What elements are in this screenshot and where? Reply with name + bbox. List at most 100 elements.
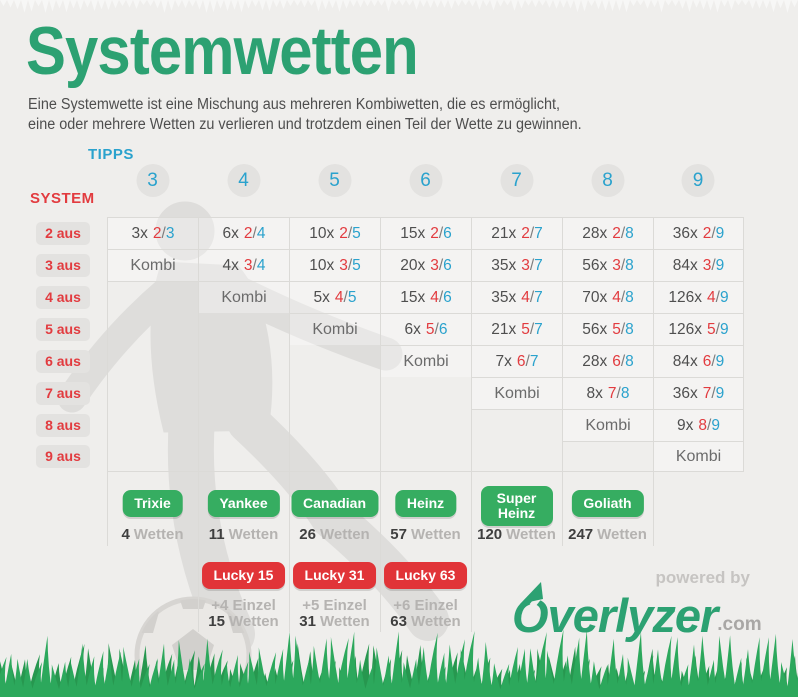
bet-of-number: 8 (625, 288, 634, 306)
system-axis-label: SYSTEM (30, 190, 95, 207)
bet-of-number: 9 (719, 288, 729, 306)
bet-of-number: 4 (256, 256, 266, 274)
bet-count-label: 10x (309, 224, 335, 242)
bet-cell: 4x 3/4 (199, 250, 289, 281)
bet-pick-number: 7 (607, 384, 617, 402)
kombi-cell: Kombi (563, 410, 653, 441)
bet-of-number: 8 (625, 352, 634, 370)
tipps-column-5: 5 (318, 164, 351, 197)
tipps-axis-label: TIPPS (88, 146, 134, 163)
page-title: Systemwetten (26, 13, 419, 89)
bet-separator: / (525, 352, 530, 370)
grid-line-horizontal (471, 377, 744, 378)
bet-pick-number: 7 (702, 384, 712, 402)
bet-of-number: 8 (625, 224, 634, 242)
bet-pick-number: 5 (707, 320, 716, 338)
grid-line-vertical (198, 217, 199, 632)
grid-line-horizontal (471, 409, 744, 410)
bet-cell: 56x 5/8 (563, 314, 653, 345)
bet-pick-number: 2 (152, 224, 162, 242)
grid-line-horizontal (107, 217, 744, 218)
bet-cell: 10x 3/5 (290, 250, 380, 281)
bet-cell: 56x 3/8 (563, 250, 653, 281)
bet-separator: / (347, 256, 353, 274)
kombi-label: Kombi (675, 447, 722, 465)
bet-pick-number: 3 (243, 256, 253, 274)
bet-separator: / (529, 288, 535, 306)
bet-of-number: 7 (534, 256, 543, 274)
bet-count-label: 6x (222, 224, 239, 242)
bet-cell: 126x 5/9 (654, 314, 743, 345)
wetten-number: 63 (390, 613, 407, 630)
bet-cell: 15x 2/6 (381, 218, 471, 249)
bet-separator: / (343, 288, 348, 306)
tipps-column-8: 8 (591, 164, 624, 197)
bet-cell: 3x 2/3 (108, 218, 198, 249)
bet-count-label: 56x (582, 256, 608, 274)
subtitle-line-2: eine oder mehrere Wetten zu verlieren un… (28, 116, 582, 133)
system-button-canadian: Canadian (290, 490, 379, 517)
kombi-label: Kombi (312, 320, 358, 338)
system-row-7-aus: 7 aus (36, 381, 90, 405)
tipps-column-3: 3 (136, 164, 169, 197)
bet-count-label: 126x (668, 320, 703, 338)
bet-count-label: 36x (672, 384, 698, 402)
wetten-number: 31 (299, 613, 316, 630)
bet-pick-number: 4 (334, 288, 344, 306)
bet-pick-number: 4 (521, 288, 530, 306)
system-row-6-aus: 6 aus (36, 349, 90, 373)
bet-of-number: 5 (352, 256, 361, 274)
grid-line-vertical (471, 217, 472, 632)
bet-cell: 35x 3/7 (472, 250, 562, 281)
wetten-number: 120 (477, 526, 503, 543)
bet-pick-number: 3 (339, 256, 348, 274)
bet-separator: / (715, 320, 720, 338)
system-row-4-aus: 4 aus (36, 285, 90, 309)
kombi-cell: Kombi (472, 378, 562, 409)
bet-separator: / (711, 256, 716, 274)
wetten-number: 26 (299, 526, 316, 543)
kombi-cell: Kombi (199, 282, 289, 313)
grid-line-horizontal (380, 345, 744, 346)
bet-count-label: 8x (586, 384, 603, 402)
bet-pick-number: 2 (243, 224, 253, 242)
bet-cell: 7x 6/7 (472, 346, 562, 377)
bet-cell: 36x 7/9 (654, 378, 743, 409)
bet-of-number: 7 (534, 320, 543, 338)
bet-of-number: 9 (715, 352, 725, 370)
bet-cell: 84x 6/9 (654, 346, 743, 377)
bet-count-label: 35x (491, 256, 517, 274)
bet-cell: 5x 4/5 (290, 282, 380, 313)
bet-count-label: 3x (131, 224, 148, 242)
bet-separator: / (620, 288, 626, 306)
bet-count-label: 56x (582, 320, 608, 338)
tipps-column-6: 6 (409, 164, 442, 197)
kombi-label: Kombi (494, 384, 540, 402)
bet-separator: / (529, 256, 535, 274)
bet-separator: / (438, 224, 444, 242)
bet-pick-number: 2 (339, 224, 348, 242)
grid-line-vertical (653, 217, 654, 546)
tipps-column-9: 9 (681, 164, 715, 197)
bet-cell: 9x 8/9 (654, 410, 743, 441)
bet-separator: / (620, 256, 626, 274)
bet-pick-number: 4 (707, 288, 716, 306)
system-row-5-aus: 5 aus (36, 317, 90, 341)
bet-cell: 35x 4/7 (472, 282, 562, 313)
wetten-word: Wetten (410, 613, 461, 630)
bet-of-number: 9 (711, 416, 720, 434)
wetten-number: 11 (208, 526, 225, 543)
bet-pick-number: 4 (612, 288, 621, 306)
bet-pick-number: 6 (612, 352, 621, 370)
bet-of-number: 9 (715, 384, 725, 402)
kombi-cell: Kombi (108, 250, 198, 281)
bet-count-label: 15x (400, 224, 426, 242)
bet-count-label: 84x (672, 256, 698, 274)
system-row-9-aus: 9 aus (36, 444, 90, 468)
kombi-cell: Kombi (290, 314, 380, 345)
bet-of-number: 6 (438, 320, 448, 338)
wetten-word: Wetten (133, 526, 184, 543)
system-button-super-heinz: Super Heinz (480, 486, 553, 526)
bet-cell: 28x 2/8 (563, 218, 653, 249)
bet-cell: 21x 5/7 (472, 314, 562, 345)
